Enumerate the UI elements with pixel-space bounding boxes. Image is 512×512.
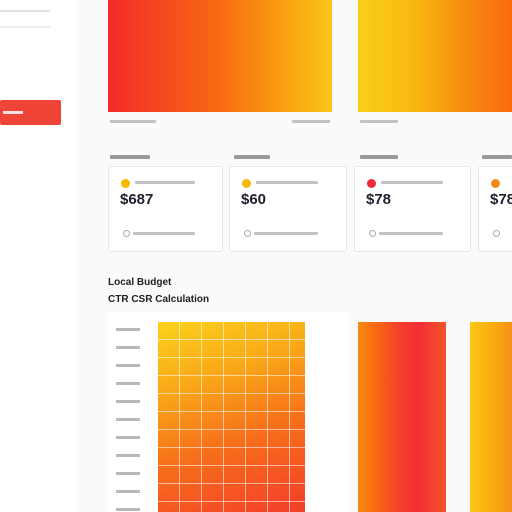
sidebar-line [0,10,50,12]
card-heading [482,155,512,159]
status-dot [491,179,500,188]
sidebar-button[interactable] [0,100,61,125]
top-panel [358,0,512,112]
icon [369,230,376,237]
card-note [379,232,443,235]
caption [360,120,398,123]
icon [244,230,251,237]
button-label [3,111,23,114]
card-heading [234,155,270,159]
row-labels [116,322,140,512]
chart-panel [358,322,446,512]
card-label [256,181,318,184]
top-panel [108,0,332,112]
card-value: $78 [490,191,512,208]
card-value: $687 [120,191,154,208]
card-value: $60 [241,191,267,208]
card-label [135,181,195,184]
section-title: Local Budget [108,277,172,288]
heatmap [158,322,305,512]
sidebar [0,0,76,512]
section-subtitle: CTR CSR Calculation [108,294,210,305]
card-label [381,181,443,184]
icon [493,230,500,237]
status-dot [367,179,376,188]
card-note [254,232,318,235]
card: $687 [108,166,223,252]
caption [292,120,330,123]
card-heading [360,155,398,159]
card: $78 [478,166,512,252]
chart-panel [470,322,512,512]
card-note [133,232,195,235]
card: $78 [354,166,471,252]
sidebar-line [0,26,50,28]
caption [110,120,156,123]
card-heading [110,155,150,159]
card-value: $78 [366,191,392,208]
icon [123,230,130,237]
status-dot [121,179,130,188]
status-dot [242,179,251,188]
card: $60 [229,166,347,252]
